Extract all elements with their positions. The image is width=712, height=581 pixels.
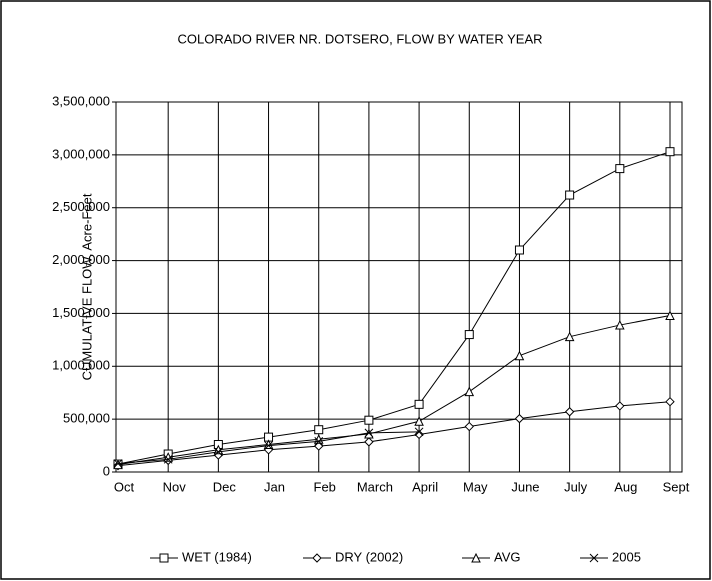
marker xyxy=(471,552,481,563)
marker xyxy=(665,396,675,407)
marker xyxy=(615,401,625,411)
series-line xyxy=(117,151,671,465)
x-tick-label: April xyxy=(412,479,438,494)
marker xyxy=(314,425,324,435)
legend-label: AVG xyxy=(494,549,521,564)
marker xyxy=(264,441,273,450)
marker xyxy=(113,459,123,468)
marker xyxy=(364,415,374,425)
chart-title: COLORADO RIVER NR. DOTSERO, FLOW BY WATE… xyxy=(177,31,542,46)
marker xyxy=(414,399,424,409)
x-tick-label: July xyxy=(564,479,588,494)
x-tick-label: Oct xyxy=(114,479,135,494)
y-tick-label: 2,000,000 xyxy=(52,252,110,267)
marker xyxy=(214,447,223,457)
x-tick-label: Sept xyxy=(663,479,690,494)
marker xyxy=(414,416,424,426)
legend-label: WET (1984) xyxy=(182,549,252,564)
x-tick-label: Aug xyxy=(614,479,637,494)
x-tick-label: June xyxy=(511,479,539,494)
marker xyxy=(364,437,374,447)
marker xyxy=(464,386,475,397)
marker xyxy=(464,421,474,432)
y-tick-label: 0 xyxy=(103,463,110,478)
marker xyxy=(314,441,324,451)
marker xyxy=(159,553,169,563)
y-tick-label: 1,000,000 xyxy=(52,358,110,373)
marker xyxy=(615,319,625,330)
marker xyxy=(263,439,274,450)
marker xyxy=(564,407,575,417)
y-tick-label: 2,500,000 xyxy=(52,199,110,214)
marker xyxy=(113,459,123,470)
marker xyxy=(364,428,374,439)
x-tick-label: May xyxy=(463,479,488,494)
marker xyxy=(314,436,324,446)
marker xyxy=(564,331,575,342)
x-tick-label: Feb xyxy=(314,479,336,494)
x-tick-label: Jan xyxy=(264,479,285,494)
y-tick-label: 3,500,000 xyxy=(52,93,110,108)
marker xyxy=(163,454,173,464)
series-line xyxy=(117,315,671,466)
marker xyxy=(514,245,524,255)
marker xyxy=(565,190,575,200)
marker xyxy=(414,427,424,437)
x-tick-label: March xyxy=(357,479,393,494)
legend-label: 2005 xyxy=(612,549,641,564)
marker xyxy=(464,330,474,340)
marker xyxy=(665,147,675,157)
marker xyxy=(312,553,322,563)
marker xyxy=(514,350,525,361)
marker xyxy=(514,413,525,424)
marker xyxy=(665,310,675,321)
y-tick-label: 1,500,000 xyxy=(52,305,110,320)
x-tick-label: Nov xyxy=(163,479,187,494)
marker xyxy=(414,429,424,440)
marker xyxy=(615,164,625,174)
y-tick-label: 500,000 xyxy=(63,411,110,426)
series-line xyxy=(117,401,671,467)
x-tick-label: Dec xyxy=(213,479,237,494)
marker xyxy=(364,428,374,438)
y-axis-label: CUMULATIVE FLOW, Acre-Feet xyxy=(79,193,94,380)
marker xyxy=(589,553,599,563)
y-tick-label: 3,000,000 xyxy=(52,146,110,161)
legend-label: DRY (2002) xyxy=(335,549,403,564)
